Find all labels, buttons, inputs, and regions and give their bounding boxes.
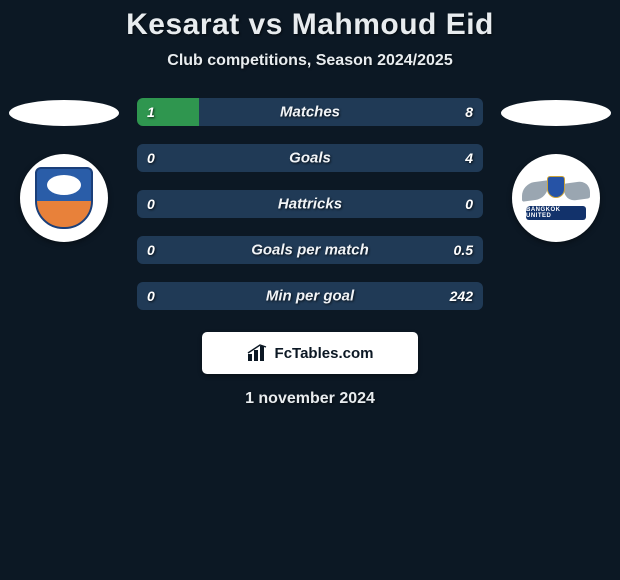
stat-bar: 04Goals	[137, 144, 483, 172]
club-badge-right: BANGKOK UNITED	[512, 154, 600, 242]
brand-card: FcTables.com	[202, 332, 418, 374]
shield-icon	[35, 167, 93, 229]
stat-value-left: 0	[147, 150, 155, 166]
stat-bar-right-fill	[137, 190, 483, 218]
page-subtitle: Club competitions, Season 2024/2025	[0, 52, 620, 70]
stat-bar-track	[137, 144, 483, 172]
player-right-column: BANGKOK UNITED	[501, 98, 611, 242]
main-row: 18Matches04Goals00Hattricks00.5Goals per…	[0, 98, 620, 310]
stat-value-left: 0	[147, 196, 155, 212]
stat-value-right: 0	[465, 196, 473, 212]
stat-bar: 00.5Goals per match	[137, 236, 483, 264]
bar-chart-icon	[247, 344, 269, 362]
brand-text: FcTables.com	[275, 345, 374, 362]
stat-value-right: 242	[450, 288, 473, 304]
stat-value-right: 4	[465, 150, 473, 166]
stat-bar: 00Hattricks	[137, 190, 483, 218]
stat-bar-track	[137, 236, 483, 264]
winged-crest-icon: BANGKOK UNITED	[524, 176, 588, 220]
club-badge-left	[20, 154, 108, 242]
stat-value-left: 1	[147, 104, 155, 120]
stat-bar: 0242Min per goal	[137, 282, 483, 310]
stat-value-right: 0.5	[454, 242, 473, 258]
stat-bars: 18Matches04Goals00Hattricks00.5Goals per…	[137, 98, 483, 310]
stat-bar-track	[137, 98, 483, 126]
player-left-name-pill	[9, 100, 119, 126]
stat-bar-right-fill	[199, 98, 483, 126]
footer-date: 1 november 2024	[0, 390, 620, 408]
stat-bar-right-fill	[137, 144, 483, 172]
stat-value-left: 0	[147, 288, 155, 304]
stat-value-right: 8	[465, 104, 473, 120]
stat-bar: 18Matches	[137, 98, 483, 126]
stat-bar-right-fill	[137, 282, 483, 310]
stat-bar-right-fill	[137, 236, 483, 264]
stat-value-left: 0	[147, 242, 155, 258]
comparison-card: Kesarat vs Mahmoud Eid Club competitions…	[0, 0, 620, 408]
stat-bar-track	[137, 282, 483, 310]
player-right-name-pill	[501, 100, 611, 126]
stat-bar-track	[137, 190, 483, 218]
player-left-column	[9, 98, 119, 242]
page-title: Kesarat vs Mahmoud Eid	[0, 8, 620, 42]
club-ribbon-text: BANGKOK UNITED	[526, 206, 586, 220]
